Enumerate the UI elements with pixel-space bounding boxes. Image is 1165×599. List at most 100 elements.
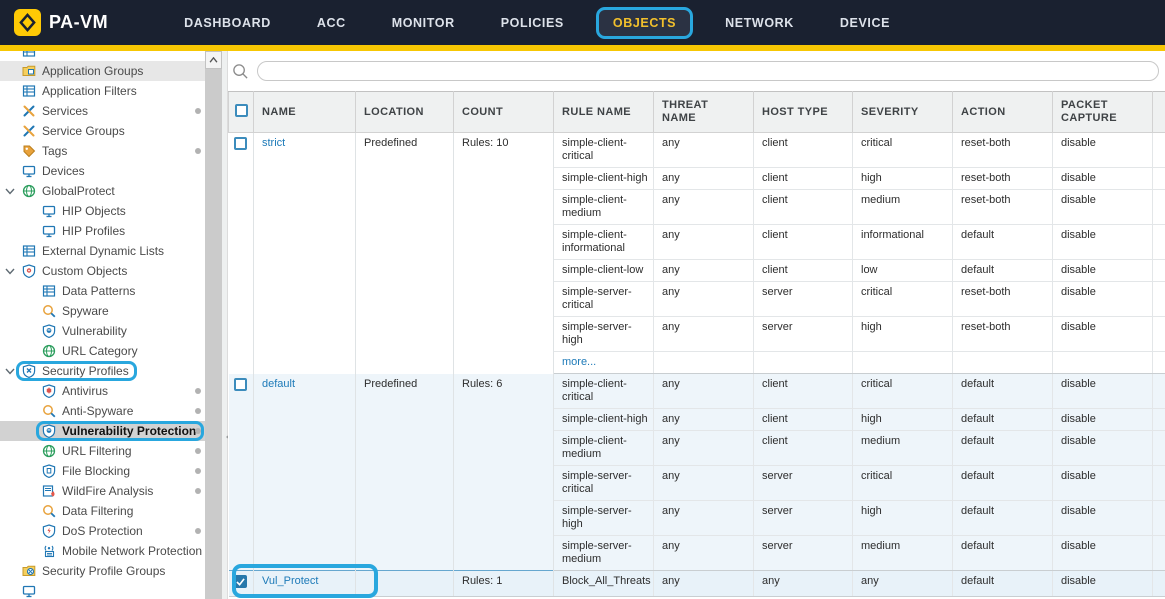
row-checkbox[interactable] [234,378,247,391]
action-cell: default [953,225,1053,260]
action-cell: reset-both [953,168,1053,190]
packet-capture-cell [1053,352,1153,374]
sidebar-item-security-profile-groups[interactable]: Security Profile Groups [0,561,205,581]
sidebar-item-content: Services [22,104,88,118]
sidebar-item-devices[interactable]: Devices [0,161,205,181]
monitor-icon [42,204,56,218]
sidebar-item-anti-spyware[interactable]: Anti-Spyware [0,401,205,421]
chevron-down-icon[interactable] [4,365,16,377]
sidebar-item-security-profiles[interactable]: Security Profiles [0,361,205,381]
sidebar-item-url-category[interactable]: URL Category [0,341,205,361]
column-header-severity[interactable]: SEVERITY [853,92,953,133]
column-header-threat-name[interactable]: THREAT NAME [654,92,754,133]
status-dot-icon [195,408,201,414]
sidebar-item-mobile-network-protection[interactable]: Mobile Network Protection [0,541,205,561]
row-checkbox-cell [229,374,254,571]
sidebar-item-globalprotect[interactable]: GlobalProtect [0,181,205,201]
location-cell [356,571,454,597]
sidebar-item-label: URL Filtering [62,444,132,458]
sidebar-item-external-dynamic-lists[interactable]: External Dynamic Lists [0,241,205,261]
sidebar-item-hip-profiles[interactable]: HIP Profiles [0,221,205,241]
scroll-up-button[interactable] [205,51,222,69]
severity-cell: critical [853,466,953,501]
sidebar-item-vulnerability[interactable]: Vulnerability [0,321,205,341]
sidebar-item-vulnerability-protection[interactable]: Vulnerability Protection [0,421,205,441]
sidebar-item-tags[interactable]: Tags [0,141,205,161]
column-header-count[interactable]: COUNT [454,92,554,133]
nav-tab-monitor[interactable]: MONITOR [378,8,469,38]
shield-mask-icon [42,324,56,338]
spacer-cell [1153,133,1165,168]
action-cell: default [953,501,1053,536]
sidebar-item-label: Application Groups [42,64,143,78]
threat-name-cell: any [654,374,754,409]
sidebar-item-data-filtering[interactable]: Data Filtering [0,501,205,521]
search-input[interactable] [257,61,1159,81]
nav-tab-network[interactable]: NETWORK [711,8,808,38]
nav-tab-device[interactable]: DEVICE [826,8,904,38]
row-checkbox[interactable] [234,575,247,588]
sidebar-item-label: Vulnerability [62,324,127,338]
rule-row: strictPredefinedRules: 10simple-client-c… [229,133,1165,168]
nav-tab-objects[interactable]: OBJECTS [596,7,693,39]
globe-icon [42,444,56,458]
sidebar-item-content [22,51,42,58]
profile-name-link[interactable]: strict [262,137,285,149]
rule-name-cell: simple-client-medium [554,190,654,225]
magnifier-icon [42,304,56,318]
column-header-host-type[interactable]: HOST TYPE [754,92,853,133]
sidebar-item-spyware[interactable]: Spyware [0,301,205,321]
profile-name-cell: default [254,374,356,571]
chevron-down-icon[interactable] [4,185,16,197]
profile-name-link[interactable]: Vul_Protect [262,575,318,587]
table-icon [42,284,56,298]
column-header-action[interactable]: ACTION [953,92,1053,133]
magnifier-icon [42,404,56,418]
sidebar-item-label: WildFire Analysis [62,484,153,498]
profile-name-link[interactable]: default [262,378,295,390]
nav-tab-acc[interactable]: ACC [303,8,360,38]
sidebar-item-hip-objects[interactable]: HIP Objects [0,201,205,221]
rule-name-cell: Block_All_Threats [554,571,654,597]
column-header-name[interactable]: NAME [254,92,356,133]
status-dot-icon [195,388,201,394]
column-header-rule-name[interactable]: RULE NAME [554,92,654,133]
sidebar-item-application-filters[interactable]: Application Filters [0,81,205,101]
sidebar-item-file-blocking[interactable]: File Blocking [0,461,205,481]
sidebar-item-application-groups[interactable]: Application Groups [0,61,205,81]
sidebar-item-label: File Blocking [62,464,130,478]
row-checkbox-cell [229,571,254,597]
column-header-location[interactable]: LOCATION [356,92,454,133]
action-cell: reset-both [953,282,1053,317]
nav-tab-dashboard[interactable]: DASHBOARD [170,8,285,38]
threat-name-cell: any [654,225,754,260]
sidebar-item-content: Antivirus [42,384,108,398]
spacer-cell [1153,317,1165,352]
sidebar-item-antivirus[interactable]: Antivirus [0,381,205,401]
sidebar-item-content: URL Filtering [42,444,132,458]
sidebar-item-label: Application Filters [42,84,137,98]
sidebar-item-services[interactable]: Services [0,101,205,121]
column-header-packet-capture[interactable]: PACKET CAPTURE [1053,92,1153,133]
sidebar-item-label: DoS Protection [62,524,143,538]
sidebar-item-content: Custom Objects [22,264,127,278]
sidebar-item-label: Antivirus [62,384,108,398]
sidebar-scrollbar[interactable] [205,51,222,599]
sidebar-item-data-patterns[interactable]: Data Patterns [0,281,205,301]
sidebar-item-custom-objects[interactable]: Custom Objects [0,261,205,281]
more-link[interactable]: more... [562,356,596,368]
row-checkbox[interactable] [234,137,247,150]
sidebar-item-dos-protection[interactable]: DoS Protection [0,521,205,541]
spacer-cell [1153,352,1165,374]
sidebar-item-url-filtering[interactable]: URL Filtering [0,441,205,461]
sidebar-item-service-groups[interactable]: Service Groups [0,121,205,141]
sidebar-item-wildfire-analysis[interactable]: WildFire Analysis [0,481,205,501]
select-all-checkbox[interactable] [235,104,248,117]
chevron-down-icon[interactable] [4,265,16,277]
sidebar-item-partial[interactable] [0,581,205,599]
severity-cell: high [853,168,953,190]
profile-group-default: defaultPredefinedRules: 6simple-client-c… [229,374,1165,571]
profile-name-cell: strict [254,133,356,374]
nav-tab-policies[interactable]: POLICIES [487,8,578,38]
sidebar-item-partial[interactable] [0,51,205,61]
